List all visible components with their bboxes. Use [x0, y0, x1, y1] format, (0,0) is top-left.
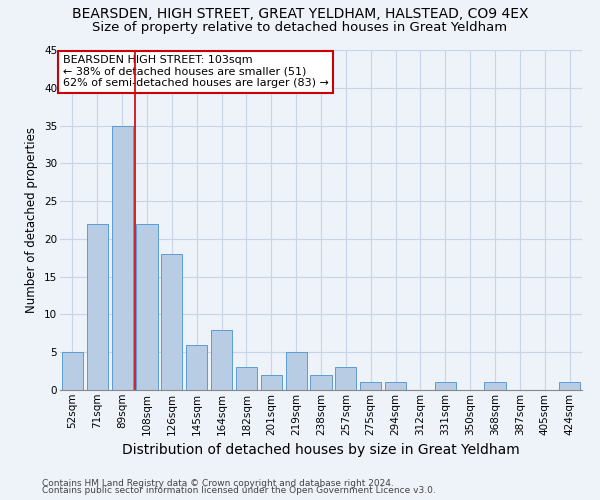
Bar [385, 382, 406, 390]
Bar [87, 224, 108, 390]
Bar [559, 382, 580, 390]
Text: Size of property relative to detached houses in Great Yeldham: Size of property relative to detached ho… [92, 21, 508, 34]
X-axis label: Distribution of detached houses by size in Great Yeldham: Distribution of detached houses by size … [122, 443, 520, 457]
Bar [161, 254, 182, 390]
Text: Contains HM Land Registry data © Crown copyright and database right 2024.: Contains HM Land Registry data © Crown c… [42, 478, 394, 488]
Text: Contains public sector information licensed under the Open Government Licence v3: Contains public sector information licen… [42, 486, 436, 495]
Bar [310, 375, 332, 390]
Text: BEARSDEN, HIGH STREET, GREAT YELDHAM, HALSTEAD, CO9 4EX: BEARSDEN, HIGH STREET, GREAT YELDHAM, HA… [72, 8, 528, 22]
Bar [360, 382, 381, 390]
Bar [62, 352, 83, 390]
Bar [112, 126, 133, 390]
Bar [435, 382, 456, 390]
Bar [211, 330, 232, 390]
Bar [484, 382, 506, 390]
Y-axis label: Number of detached properties: Number of detached properties [25, 127, 38, 313]
Bar [186, 344, 207, 390]
Bar [261, 375, 282, 390]
Bar [236, 368, 257, 390]
Text: BEARSDEN HIGH STREET: 103sqm
← 38% of detached houses are smaller (51)
62% of se: BEARSDEN HIGH STREET: 103sqm ← 38% of de… [62, 55, 328, 88]
Bar [335, 368, 356, 390]
Bar [136, 224, 158, 390]
Bar [286, 352, 307, 390]
